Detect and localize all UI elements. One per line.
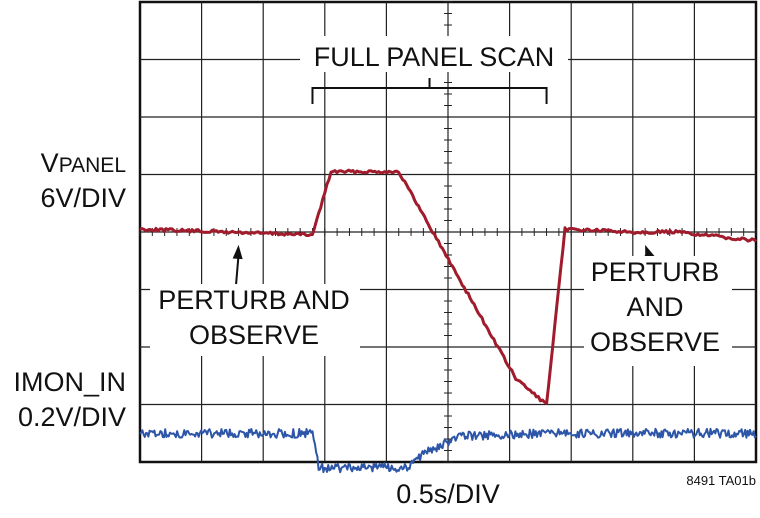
full-panel-scan-label: FULL PANEL SCAN — [314, 42, 555, 72]
imon-label: IMON_IN — [13, 367, 126, 397]
imon-scale-label: 0.2V/DIV — [18, 402, 126, 432]
vpanel-scale-label: 6V/DIV — [40, 183, 126, 213]
full-panel-scan-bracket — [311, 78, 548, 104]
figure-id: 8491 TA01b — [686, 473, 756, 488]
perturb-observe-left-line1: PERTURB AND — [158, 285, 350, 315]
perturb-observe-right-line2: AND — [626, 292, 683, 322]
right-annotation-bg — [584, 256, 732, 366]
x-axis-label: 0.5s/DIV — [396, 479, 500, 509]
trace-vpanel — [139, 168, 758, 405]
annotation-arrowhead-left — [232, 244, 243, 260]
traces — [139, 168, 758, 474]
perturb-observe-right-line1: PERTURB — [591, 257, 720, 287]
trace-imon-in — [139, 427, 757, 474]
left-annotation-bg — [150, 284, 360, 356]
perturb-observe-right-line3: OBSERVE — [590, 327, 720, 357]
annotation-arrow-left — [235, 254, 240, 286]
vpanel-label: VPANEL — [41, 148, 126, 178]
perturb-observe-left-line2: OBSERVE — [189, 320, 319, 350]
bracket-label-bg — [300, 36, 568, 72]
